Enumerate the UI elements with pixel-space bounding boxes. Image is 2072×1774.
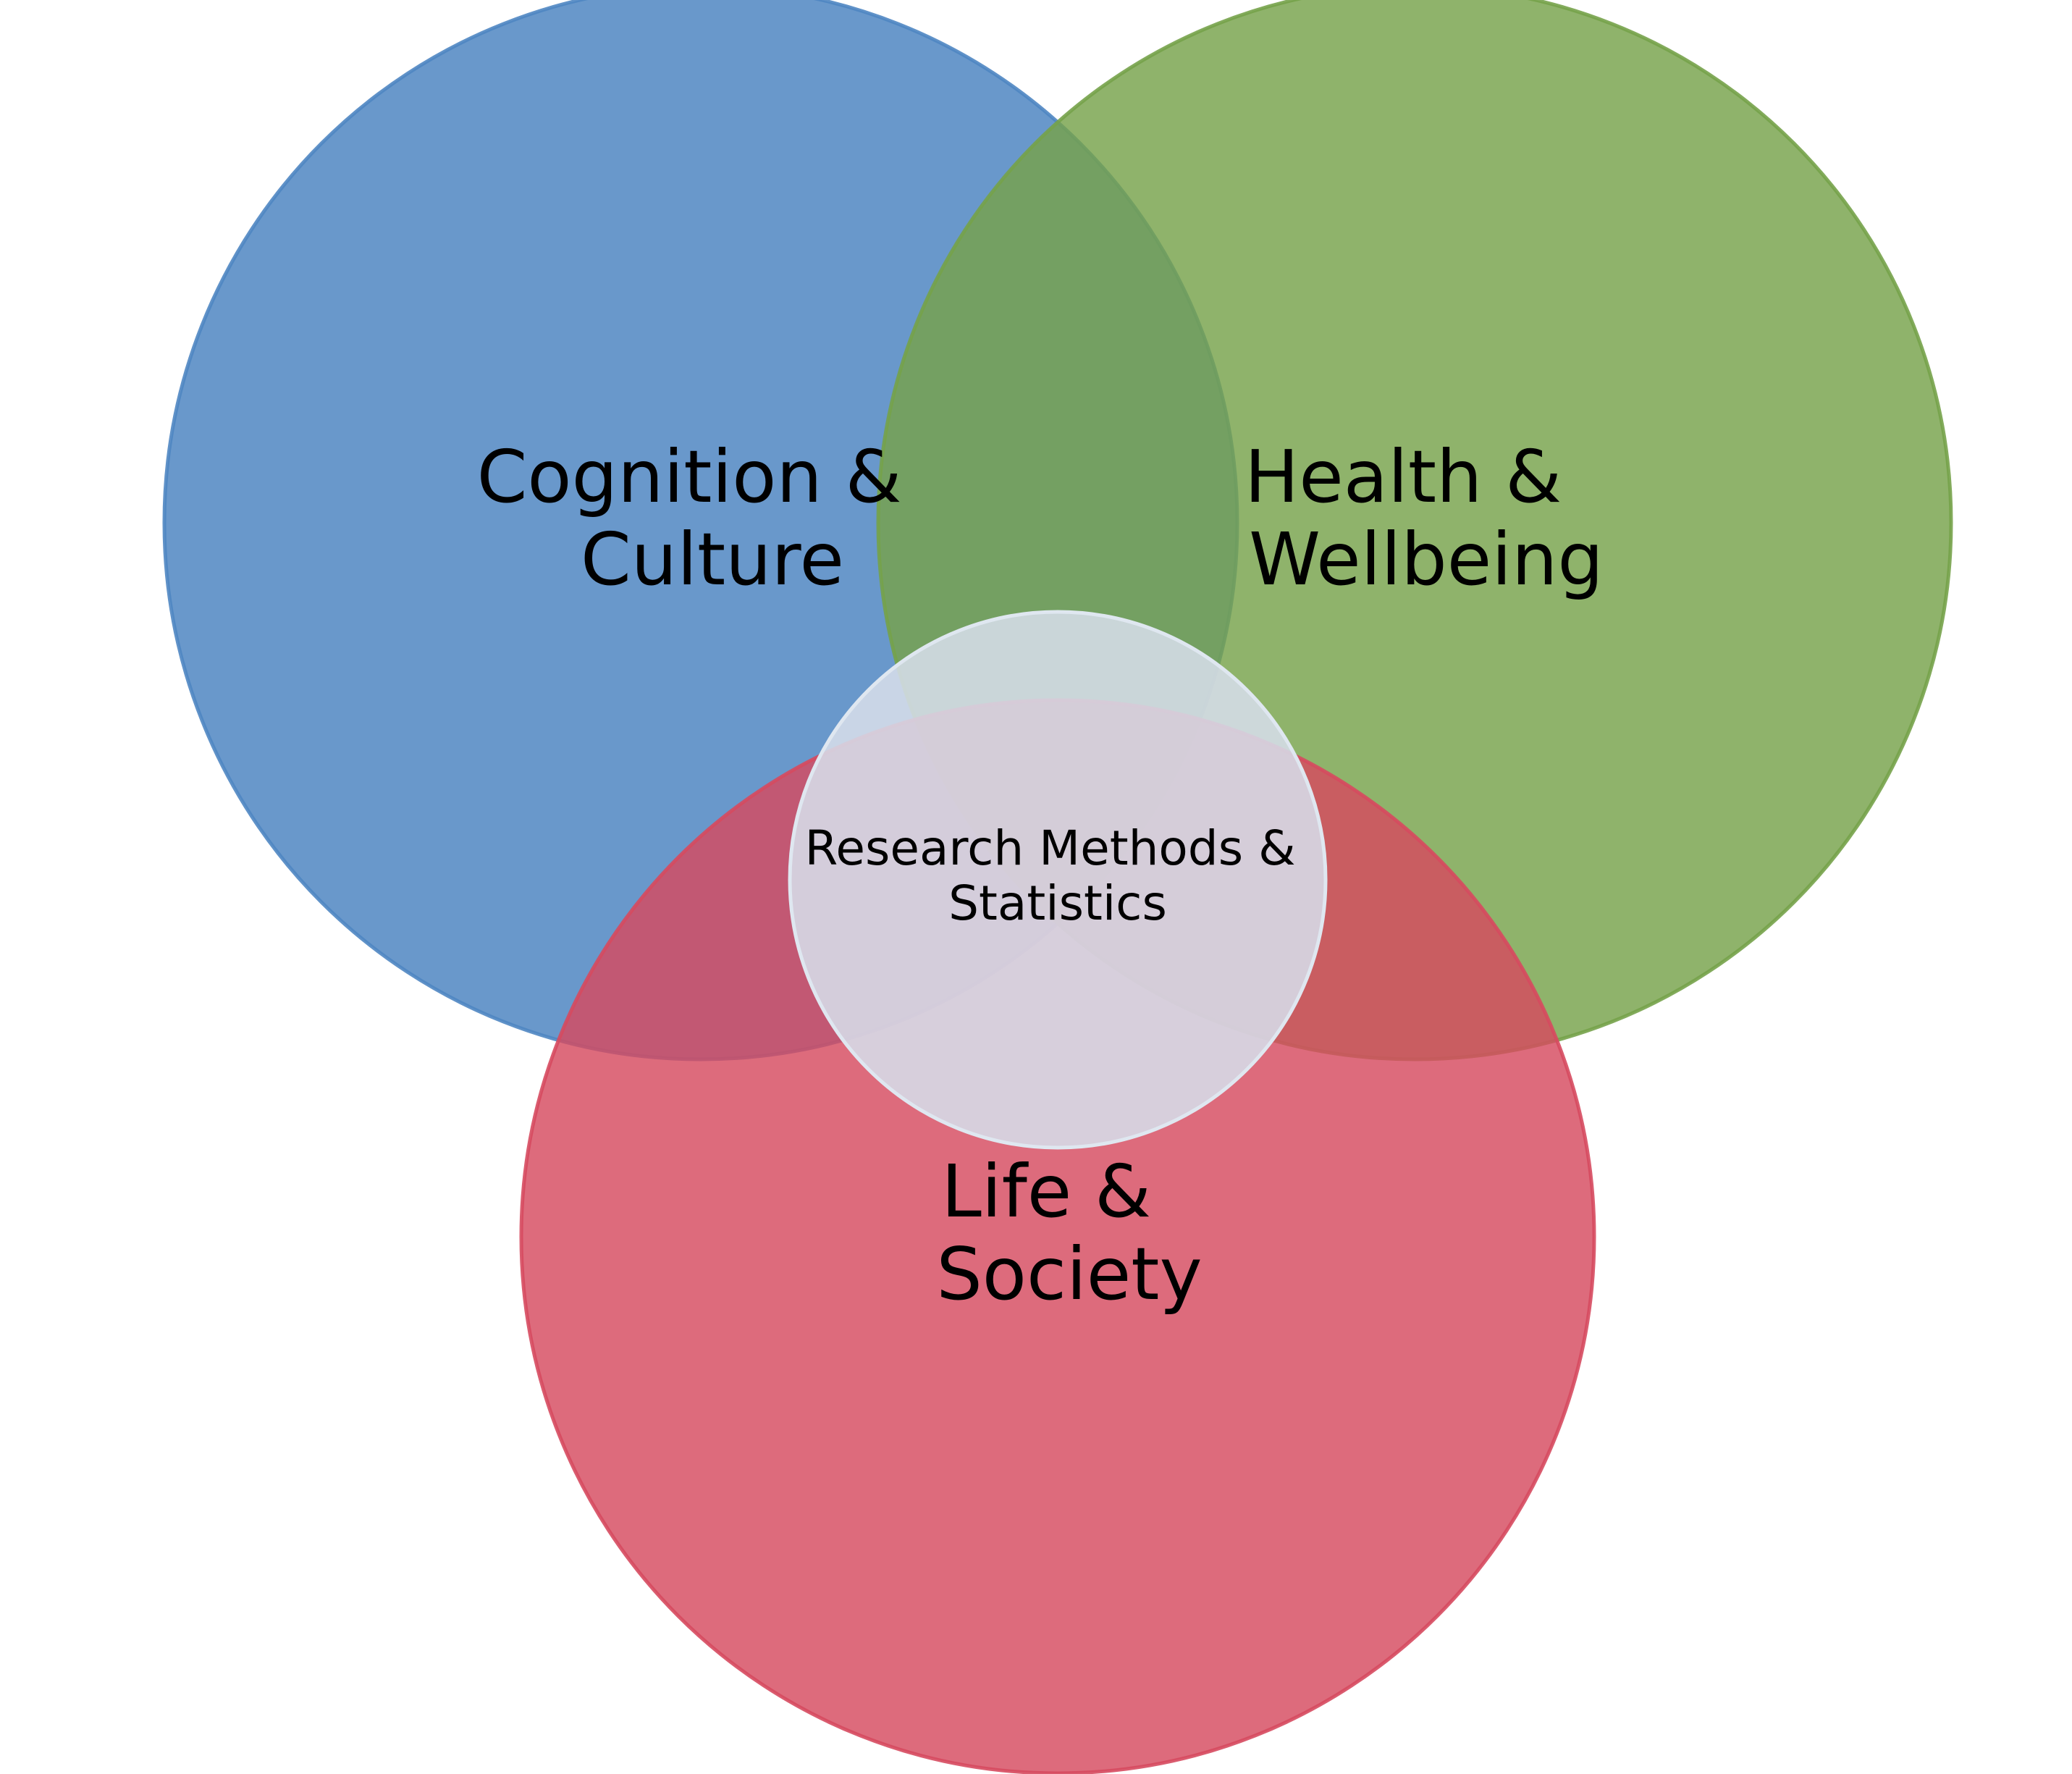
label-health-wellbeing: Health & Wellbeing	[1245, 434, 1604, 602]
label-health-wellbeing-line-1: Health &	[1245, 434, 1562, 519]
circle-research-methods-shape	[788, 610, 1328, 1150]
label-cognition-culture-line-2: Culture	[581, 517, 844, 602]
label-cognition-culture: Cognition & Culture	[477, 434, 925, 602]
label-life-society-line-1: Life &	[941, 1149, 1151, 1234]
label-research-methods-line-2: Statistics	[948, 875, 1167, 931]
label-life-society: Life & Society	[936, 1149, 1202, 1316]
label-health-wellbeing-line-2: Wellbeing	[1249, 517, 1604, 602]
label-cognition-culture-line-1: Cognition &	[477, 434, 902, 519]
label-research-methods: Research Methods & Statistics	[804, 820, 1310, 931]
label-research-methods-line-1: Research Methods &	[804, 820, 1295, 876]
label-life-society-line-2: Society	[936, 1232, 1202, 1316]
circle-research-methods	[788, 610, 1328, 1150]
